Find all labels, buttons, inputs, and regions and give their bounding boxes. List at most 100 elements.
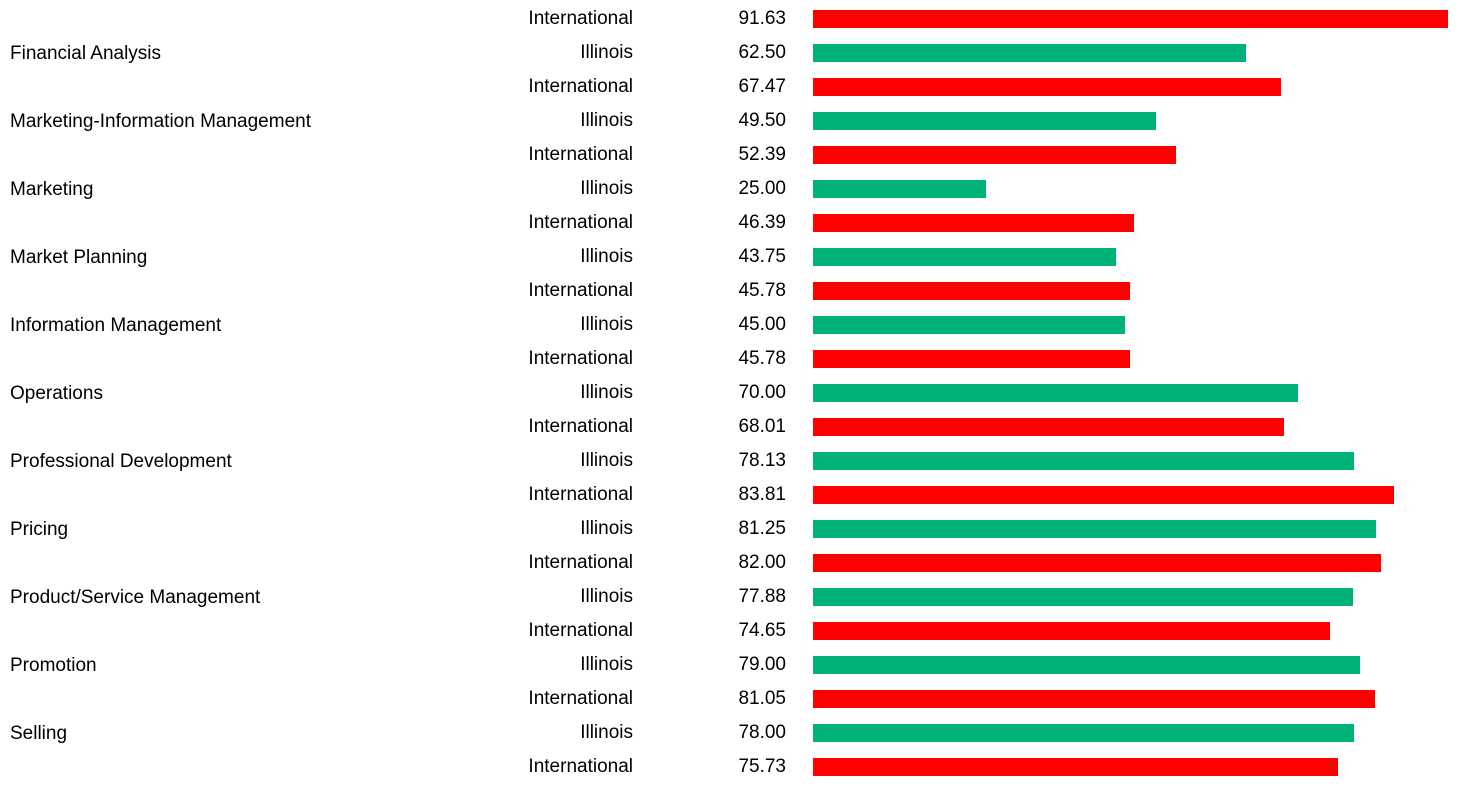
row: Marketing-Information Management Illinois…	[0, 104, 1458, 138]
bar-track	[813, 78, 1458, 96]
row: International 91.63	[0, 2, 1458, 36]
value-label: 81.25	[738, 518, 786, 539]
bar	[813, 44, 1247, 62]
value-label: 81.05	[738, 688, 786, 709]
bar-track	[813, 214, 1458, 232]
bar	[813, 588, 1353, 606]
category-label: Pricing	[10, 518, 69, 540]
category-label: Marketing-Information Management	[10, 110, 311, 132]
region-label: International	[528, 76, 633, 97]
bar	[813, 486, 1394, 504]
bar-track	[813, 146, 1458, 164]
value-label: 49.50	[738, 110, 786, 131]
value-label: 45.00	[738, 314, 786, 335]
bar	[813, 10, 1448, 28]
row: International 82.00	[0, 546, 1458, 580]
bar-track	[813, 588, 1458, 606]
bar	[813, 520, 1377, 538]
bar-track	[813, 622, 1458, 640]
bar	[813, 316, 1125, 334]
row: International 45.78	[0, 342, 1458, 376]
bar-track	[813, 418, 1458, 436]
bar	[813, 452, 1355, 470]
region-label: Illinois	[580, 518, 633, 539]
region-label: Illinois	[580, 314, 633, 335]
value-label: 25.00	[738, 178, 786, 199]
bar-track	[813, 112, 1458, 130]
bar	[813, 282, 1131, 300]
bar-track	[813, 10, 1458, 28]
category-label: Professional Development	[10, 450, 232, 472]
region-label: International	[528, 756, 633, 777]
region-label: International	[528, 212, 633, 233]
value-label: 83.81	[738, 484, 786, 505]
row: International 81.05	[0, 682, 1458, 716]
row: Marketing Illinois 25.00	[0, 172, 1458, 206]
value-label: 46.39	[738, 212, 786, 233]
region-label: International	[528, 8, 633, 29]
category-label: Selling	[10, 722, 68, 744]
row: Operations Illinois 70.00	[0, 376, 1458, 410]
bar-track	[813, 690, 1458, 708]
bar-track	[813, 724, 1458, 742]
value-label: 82.00	[738, 552, 786, 573]
region-label: Illinois	[580, 110, 633, 131]
row: International 52.39	[0, 138, 1458, 172]
value-label: 43.75	[738, 246, 786, 267]
row: Information Management Illinois 45.00	[0, 308, 1458, 342]
bar-track	[813, 554, 1458, 572]
category-label: Information Management	[10, 314, 222, 336]
value-label: 68.01	[738, 416, 786, 437]
bar-track	[813, 180, 1458, 198]
value-label: 45.78	[738, 280, 786, 301]
bar-track	[813, 316, 1458, 334]
row: Promotion Illinois 79.00	[0, 648, 1458, 682]
category-label: Product/Service Management	[10, 586, 261, 608]
value-label: 77.88	[738, 586, 786, 607]
value-label: 91.63	[738, 8, 786, 29]
region-label: International	[528, 552, 633, 573]
region-label: Illinois	[580, 586, 633, 607]
value-label: 45.78	[738, 348, 786, 369]
value-label: 67.47	[738, 76, 786, 97]
value-label: 70.00	[738, 382, 786, 403]
row: Market Planning Illinois 43.75	[0, 240, 1458, 274]
bar-track	[813, 282, 1458, 300]
bar	[813, 384, 1299, 402]
row: International 75.73	[0, 750, 1458, 784]
category-label: Promotion	[10, 654, 97, 676]
value-label: 79.00	[738, 654, 786, 675]
bar	[813, 758, 1338, 776]
bar-track	[813, 656, 1458, 674]
row: Pricing Illinois 81.25	[0, 512, 1458, 546]
region-label: International	[528, 348, 633, 369]
row: International 45.78	[0, 274, 1458, 308]
bar	[813, 554, 1382, 572]
value-label: 78.00	[738, 722, 786, 743]
region-label: International	[528, 144, 633, 165]
bar	[813, 146, 1177, 164]
region-label: Illinois	[580, 722, 633, 743]
region-label: International	[528, 416, 633, 437]
value-label: 75.73	[738, 756, 786, 777]
bar	[813, 214, 1135, 232]
region-label: International	[528, 688, 633, 709]
bar-track	[813, 384, 1458, 402]
bar	[813, 724, 1354, 742]
value-label: 62.50	[738, 42, 786, 63]
region-label: Illinois	[580, 246, 633, 267]
value-label: 52.39	[738, 144, 786, 165]
bar	[813, 112, 1157, 130]
bar	[813, 622, 1331, 640]
region-label: Illinois	[580, 382, 633, 403]
row: Professional Development Illinois 78.13	[0, 444, 1458, 478]
row: Product/Service Management Illinois 77.88	[0, 580, 1458, 614]
bar-track	[813, 44, 1458, 62]
bar-track	[813, 350, 1458, 368]
region-label: International	[528, 280, 633, 301]
bar	[813, 418, 1285, 436]
row: Financial Analysis Illinois 62.50	[0, 36, 1458, 70]
bar	[813, 350, 1131, 368]
